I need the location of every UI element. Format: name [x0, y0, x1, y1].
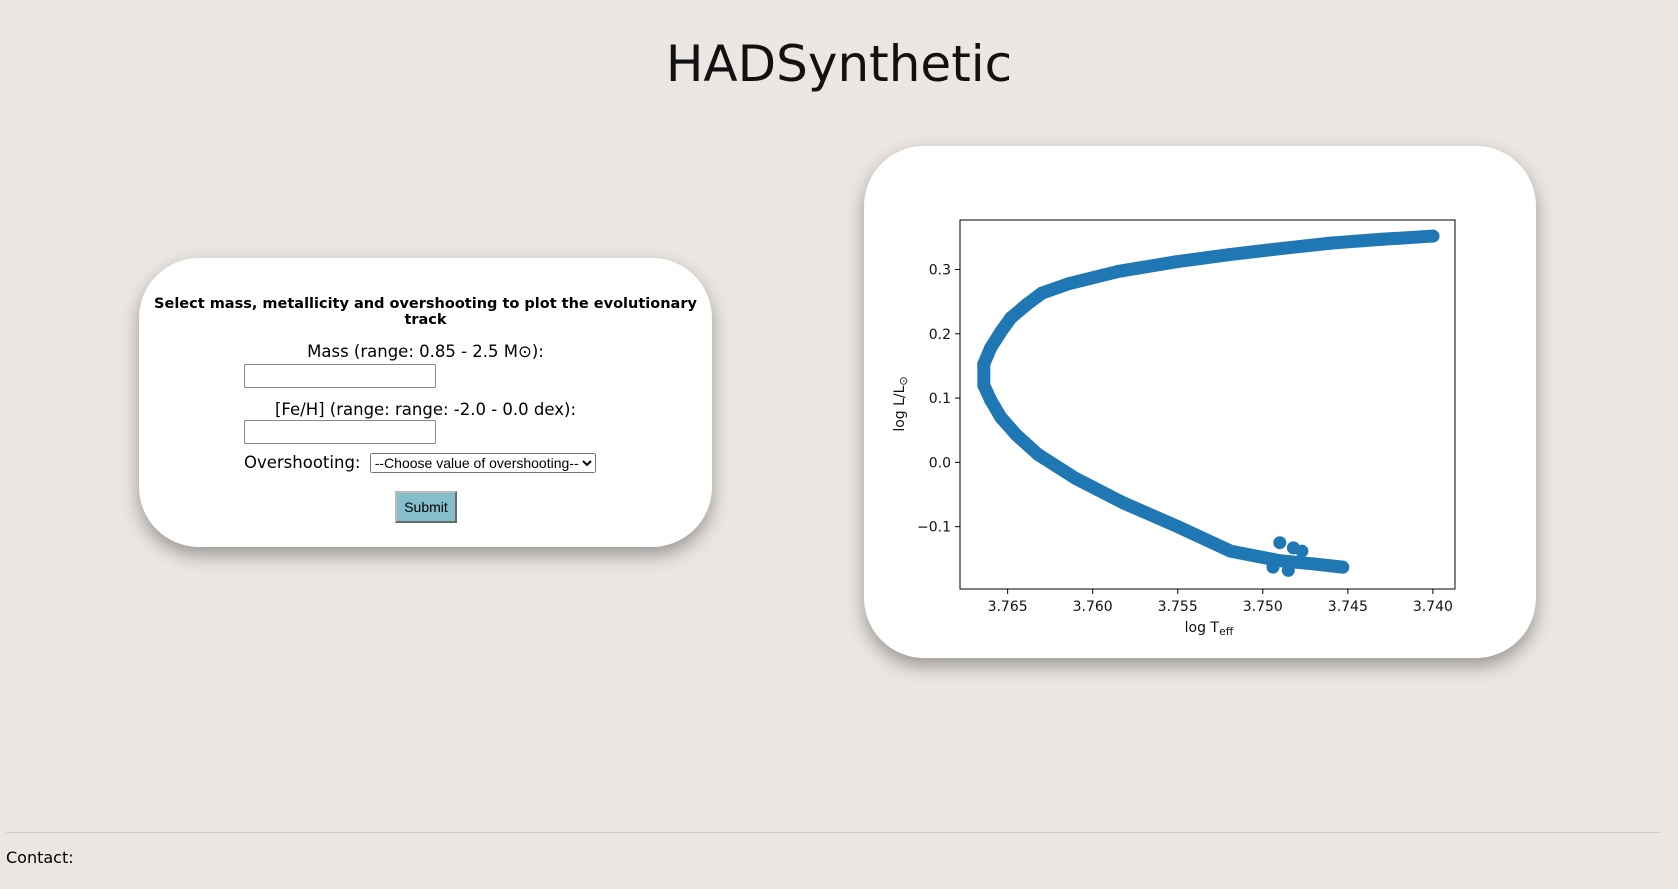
point	[984, 393, 998, 407]
point	[1116, 496, 1130, 510]
point	[977, 378, 991, 392]
point	[1273, 536, 1287, 550]
point	[1281, 563, 1295, 577]
chart-card: log Teff log L/L⊙ 3.765 3.760 3.755 3.750 3.…	[864, 146, 1536, 658]
point	[977, 357, 991, 371]
overshooting-label: Overshooting:	[244, 453, 361, 472]
overshooting-row: Overshooting: --Choose value of overshoo…	[244, 453, 596, 473]
point	[1276, 241, 1290, 255]
point	[1169, 255, 1183, 269]
point	[1009, 428, 1023, 442]
page-title: HADSynthetic	[665, 35, 1013, 93]
y-tick-label: 0.3	[929, 263, 951, 279]
chart: log Teff log L/L⊙ 3.765 3.760 3.755 3.750 3.…	[892, 219, 1456, 638]
point	[994, 325, 1008, 339]
point	[1375, 232, 1389, 246]
x-tick-label: 3.740	[1413, 599, 1453, 615]
submit-button[interactable]: Submit	[395, 491, 457, 523]
y-label-sub: ⊙	[897, 376, 910, 385]
plot-frame	[959, 219, 1456, 590]
point	[1222, 248, 1236, 262]
point	[994, 410, 1008, 424]
feh-label: [Fe/H] (range: range: -2.0 - 0.0 dex):	[274, 400, 577, 419]
point	[1019, 298, 1033, 312]
x-tick-label: 3.750	[1243, 599, 1283, 615]
track-line	[977, 229, 1440, 574]
y-label-text: log L/L	[892, 385, 908, 431]
y-tick-label: −0.1	[917, 520, 951, 536]
x-tick-label: 3.745	[1328, 599, 1368, 615]
x-tick-label: 3.755	[1158, 599, 1198, 615]
point	[1062, 277, 1076, 291]
point	[984, 341, 998, 355]
mass-input[interactable]	[244, 364, 436, 388]
y-axis-label: log L/L⊙	[892, 376, 910, 431]
point	[1336, 560, 1350, 574]
x-tick-label: 3.765	[988, 599, 1028, 615]
point	[1035, 286, 1049, 300]
point	[1031, 448, 1045, 462]
point	[1266, 560, 1280, 574]
point	[1426, 229, 1440, 243]
x-label-sub: eff	[1219, 625, 1234, 638]
footer-rule	[6, 832, 1660, 833]
point	[1111, 264, 1125, 278]
y-tick-label: 0.0	[929, 455, 951, 471]
x-tick-label: 3.760	[1073, 599, 1113, 615]
overshooting-select[interactable]: --Choose value of overshooting--	[369, 453, 596, 473]
x-label-text: log T	[1185, 620, 1220, 636]
point	[1324, 236, 1338, 250]
form-heading: Select mass, metallicity and overshootin…	[154, 296, 697, 328]
feh-input[interactable]	[244, 420, 436, 444]
form-card: Select mass, metallicity and overshootin…	[139, 258, 712, 547]
contact: Contact:	[6, 848, 74, 867]
point	[1171, 520, 1185, 534]
point	[1307, 557, 1321, 571]
point	[1295, 544, 1309, 558]
x-axis-label: log Teff	[1185, 620, 1234, 638]
y-tick-label: 0.1	[929, 391, 951, 407]
point	[1004, 311, 1018, 325]
y-tick-label: 0.2	[929, 327, 951, 343]
point	[1223, 544, 1237, 558]
point	[1069, 471, 1083, 485]
mass-label: Mass (range: 0.85 - 2.5 M⊙):	[307, 342, 544, 361]
